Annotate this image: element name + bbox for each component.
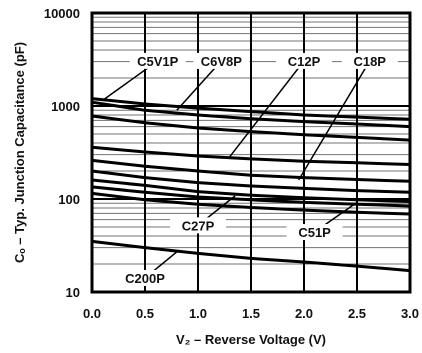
x-tick-label: 0.0 xyxy=(83,306,101,321)
x-tick-label: 1.5 xyxy=(242,306,260,321)
x-tick-label: 2.0 xyxy=(295,306,313,321)
annotation-background xyxy=(117,269,173,286)
series-line-5 xyxy=(91,158,411,183)
annotation-label: C200P xyxy=(125,271,165,286)
annotation-background xyxy=(276,52,332,69)
x-tick-label: 0.5 xyxy=(136,306,154,321)
series-line-10 xyxy=(91,239,411,273)
y-tick-label: 10 xyxy=(66,285,80,300)
annotation-leader xyxy=(298,60,371,181)
annotation-background xyxy=(193,52,250,69)
series-line-2 xyxy=(91,100,411,129)
series-line-1 xyxy=(91,97,411,121)
annotation-leader xyxy=(176,60,222,111)
x-tick-labels: 0.0 0.5 1.0 1.5 2.0 2.5 3.0 xyxy=(83,306,419,321)
series-line-4 xyxy=(91,145,411,166)
y-tick-label: 10000 xyxy=(44,6,80,21)
y-tick-label: 1000 xyxy=(51,99,80,114)
y-tick-labels: 10 100 1000 10000 xyxy=(44,6,80,300)
annotation-label: C27P xyxy=(182,218,215,233)
x-tick-label: 3.0 xyxy=(401,306,419,321)
annotation-leader xyxy=(229,60,305,158)
annotation-label: C51P xyxy=(298,225,331,240)
y-tick-label: 100 xyxy=(58,192,80,207)
series-line-9 xyxy=(91,191,411,216)
x-tick-label: 1.0 xyxy=(189,306,207,321)
series-line-8 xyxy=(91,185,411,208)
series-layer xyxy=(91,97,411,273)
x-tick-label: 2.5 xyxy=(348,306,366,321)
annotation-label: C12P xyxy=(288,54,321,69)
plot-frame xyxy=(90,11,412,294)
annotation-background xyxy=(170,217,226,234)
annotation-layer: C5V1P C6V8P C12P C18P C27P C51P C200P xyxy=(102,52,398,286)
annotation-label: C18P xyxy=(353,54,386,69)
series-line-6 xyxy=(91,169,411,194)
y-axis-label: Cₒ – Typ. Junction Capacitance (pF) xyxy=(12,42,27,263)
series-line-3 xyxy=(91,114,411,142)
x-axis-label: V₂ – Reverse Voltage (V) xyxy=(176,332,326,347)
annotation-background xyxy=(341,52,398,69)
annotation-label: C6V8P xyxy=(201,54,243,69)
annotation-label: C5V1P xyxy=(137,54,179,69)
series-line-7 xyxy=(91,178,411,203)
annotation-background xyxy=(129,52,186,69)
annotation-background xyxy=(286,224,343,241)
